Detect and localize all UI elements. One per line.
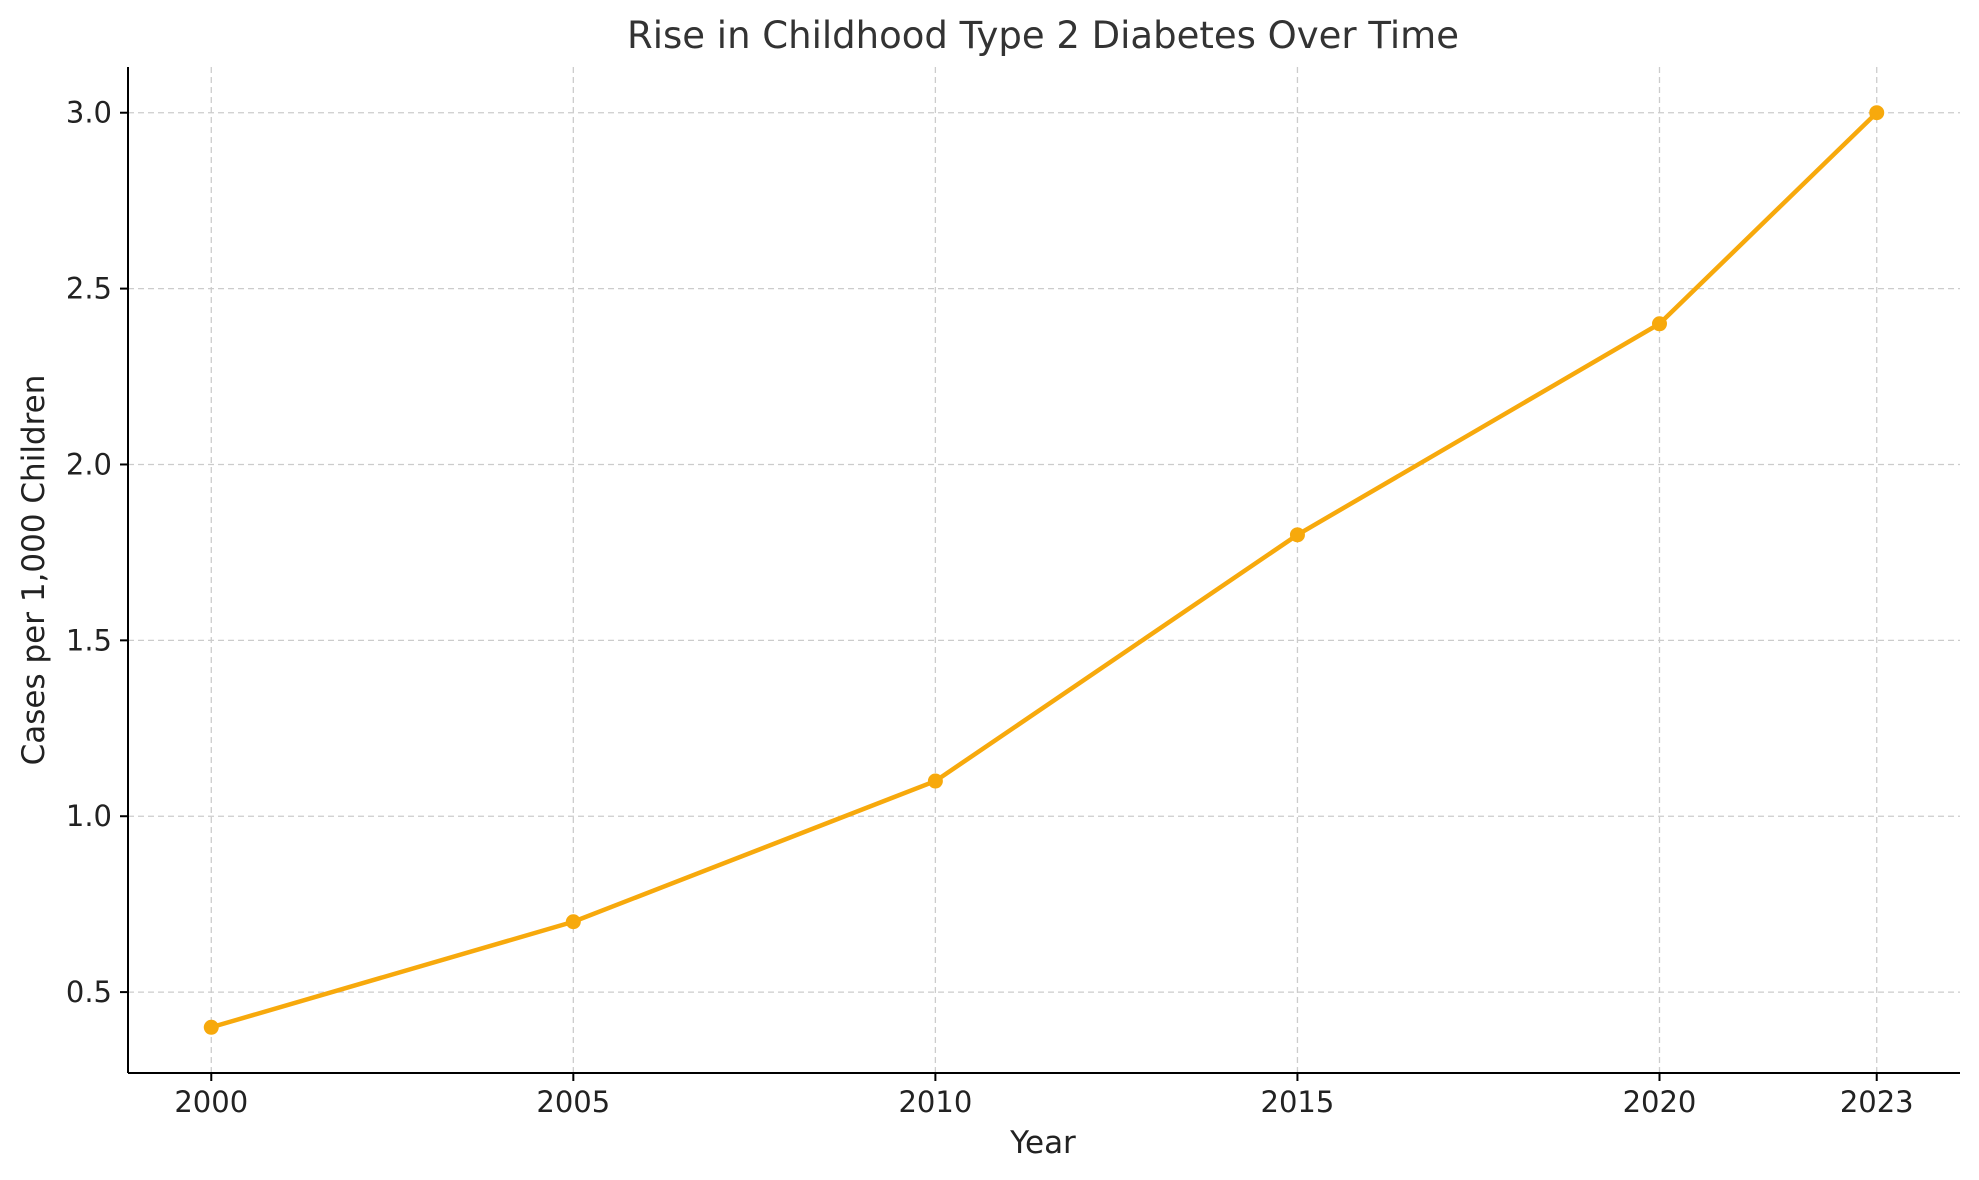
series-line-0 <box>209 110 1879 1030</box>
x-tick-label-2015: 2015 <box>1261 1085 1335 1119</box>
x-tick-label-2000: 2000 <box>174 1085 248 1119</box>
y-axis-title: Cases per 1,000 Children <box>16 375 52 766</box>
axes-layer <box>127 67 1960 1074</box>
ticks-layer: 2000 2005 2010 2015 2020 2023 0.5 1.0 1.5 2.0 2.5 3… <box>66 96 1914 1119</box>
y-tick-label-0.5: 0.5 <box>66 975 112 1009</box>
series-layer <box>203 105 1885 1035</box>
x-axis-title: Year <box>1009 1125 1076 1161</box>
data-point-2010 <box>927 773 943 789</box>
x-tick-label-2023: 2023 <box>1840 1085 1914 1119</box>
data-point-2005 <box>565 914 581 930</box>
x-tick-label-2020: 2020 <box>1623 1085 1697 1119</box>
y-tick-label-3.0: 3.0 <box>66 96 112 130</box>
chart-title: Rise in Childhood Type 2 Diabetes Over T… <box>627 14 1459 57</box>
y-tick-label-2.5: 2.5 <box>66 272 112 306</box>
y-tick-label-1.0: 1.0 <box>66 799 112 833</box>
x-tick-label-2010: 2010 <box>898 1085 972 1119</box>
data-point-2015 <box>1289 527 1305 543</box>
y-tick-label-2.0: 2.0 <box>66 447 112 481</box>
data-point-2020 <box>1651 316 1667 332</box>
data-point-2023 <box>1869 105 1885 121</box>
y-tick-label-1.5: 1.5 <box>66 623 112 657</box>
grid-layer <box>128 67 1960 1073</box>
data-point-2000 <box>203 1019 219 1035</box>
x-tick-label-2005: 2005 <box>536 1085 610 1119</box>
